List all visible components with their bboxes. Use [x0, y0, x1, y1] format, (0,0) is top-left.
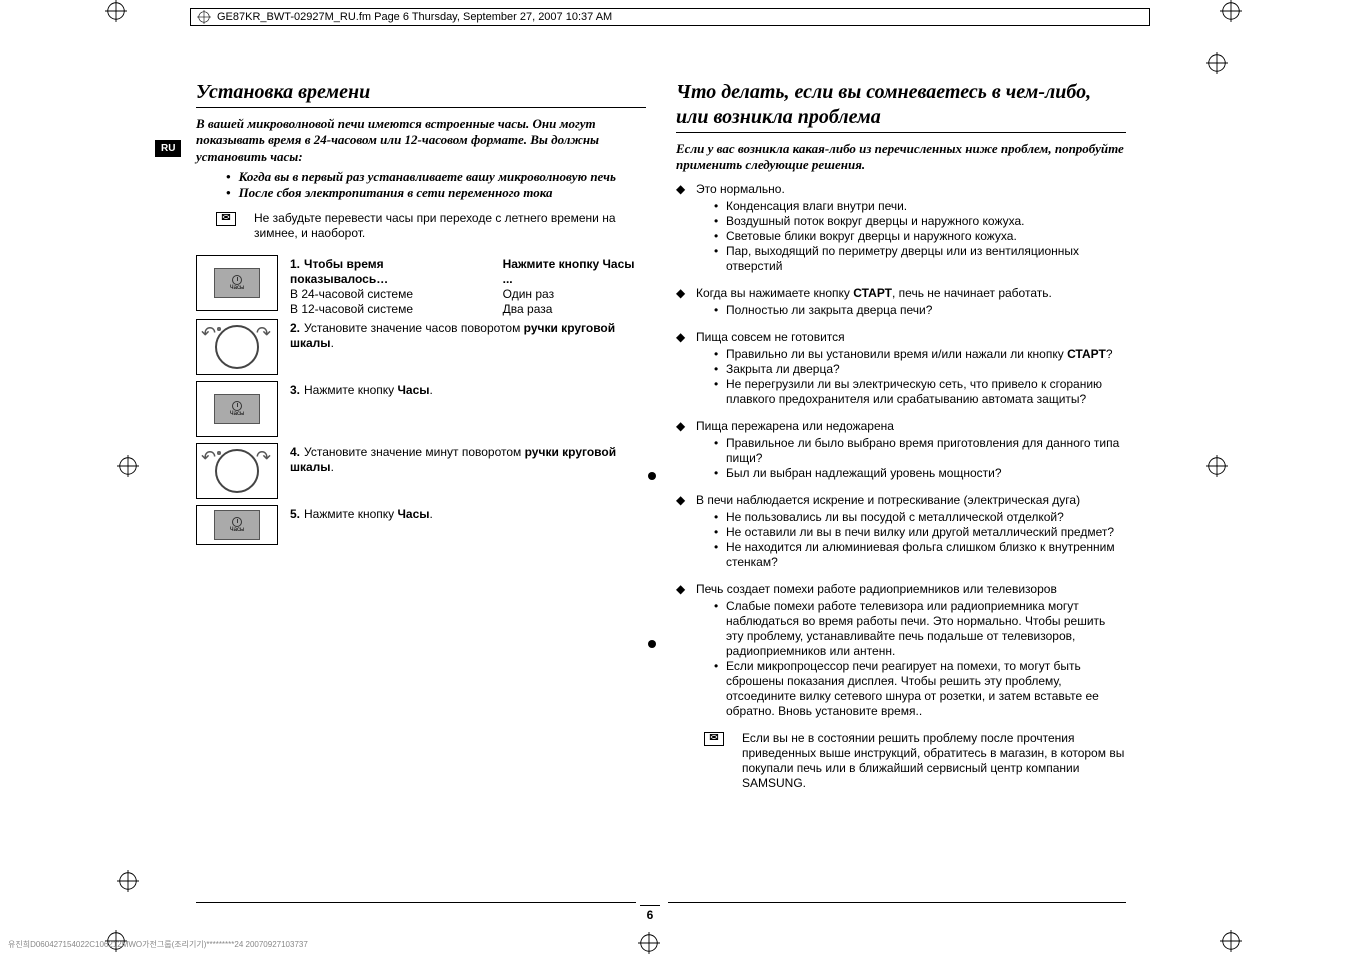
reg-mark-bottom	[638, 932, 660, 954]
sub-list: Правильное ли было выбрано время пригото…	[696, 436, 1126, 481]
trouble-section: В печи наблюдается искрение и потрескива…	[676, 493, 1126, 570]
step-5: Часы 5. Нажмите кнопку Часы.	[196, 505, 646, 549]
left-title: Установка времени	[196, 80, 646, 108]
step1-col1-head: Чтобы время показывалось…	[290, 257, 388, 286]
section-head: Когда вы нажимаете кнопку СТАРТ, печь не…	[696, 286, 1126, 301]
step-text: .	[430, 507, 433, 521]
step-3: Часы 3. Нажмите кнопку Часы.	[196, 381, 646, 441]
reg-mark-br	[1220, 930, 1242, 952]
right-column: Что делать, если вы сомневаетесь в чем-л…	[676, 80, 1126, 805]
left-intro: В вашей микроволновой печи имеются встро…	[196, 116, 646, 165]
sub-item: Не оставили ли вы в печи вилку или друго…	[714, 525, 1126, 540]
step1-row: Два раза	[503, 302, 646, 317]
section-head: Пища пережарена или недожарена	[696, 419, 1126, 434]
sub-list: Не пользовались ли вы посудой с металлич…	[696, 510, 1126, 570]
step-text: Установите значение минут поворотом	[304, 445, 525, 459]
step-bold: Часы	[397, 507, 429, 521]
step-text: Нажмите кнопку	[304, 507, 397, 521]
trouble-list: Это нормально. Конденсация влаги внутри п…	[676, 182, 1126, 719]
dial-icon: ↶↷	[196, 319, 278, 375]
intro-bullet-list: Когда вы в первый раз устанавливаете ваш…	[196, 169, 646, 202]
reg-mark-tl	[105, 0, 127, 22]
sub-item: Пар, выходящий по периметру дверцы или и…	[714, 244, 1126, 274]
left-column: Установка времени В вашей микроволновой …	[196, 80, 646, 805]
step-text: .	[430, 383, 433, 397]
trouble-section: Это нормально. Конденсация влаги внутри п…	[676, 182, 1126, 274]
envelope-icon: ✉	[216, 212, 236, 226]
language-tab: RU	[155, 140, 181, 157]
step-bold: Часы	[397, 383, 429, 397]
intro-bullet: После сбоя электропитания в сети перемен…	[226, 185, 646, 201]
sub-item: Правильно ли вы установили время и/или н…	[714, 347, 1126, 362]
sub-list: Правильно ли вы установили время и/или н…	[696, 347, 1126, 407]
header-text: GE87KR_BWT-02927M_RU.fm Page 6 Thursday,…	[217, 11, 612, 23]
sub-item: Слабые помехи работе телевизора или ради…	[714, 599, 1126, 659]
step-number: 2.	[290, 321, 300, 335]
sub-item: Не находится ли алюминиевая фольга слишк…	[714, 540, 1126, 570]
header-path: GE87KR_BWT-02927M_RU.fm Page 6 Thursday,…	[190, 8, 1150, 26]
note-text: Не забудьте перевести часы при переходе …	[254, 211, 646, 241]
sub-list: Полностью ли закрыта дверца печи?	[696, 303, 1126, 318]
step-4: ↶↷ 4. Установите значение минут поворотом…	[196, 443, 646, 503]
section-head: Печь создает помехи работе радиоприемник…	[696, 582, 1126, 597]
reg-mark-lb	[117, 870, 139, 892]
dial-icon: ↶↷	[196, 443, 278, 499]
rule	[196, 902, 636, 903]
trouble-section: Пища совсем не готовится Правильно ли вы …	[676, 330, 1126, 407]
sub-item: Не пользовались ли вы посудой с металлич…	[714, 510, 1126, 525]
step-text: Нажмите кнопку	[304, 383, 397, 397]
step-number: 4.	[290, 445, 300, 459]
step-number: 1.	[290, 257, 300, 271]
clock-button-icon: Часы	[196, 381, 278, 437]
trouble-section: Когда вы нажимаете кнопку СТАРТ, печь не…	[676, 286, 1126, 318]
clock-button-icon: Часы	[196, 255, 278, 311]
reg-mark-r	[1206, 455, 1228, 477]
step-1: Часы 1.Чтобы время показывалось… В 24-ча…	[196, 255, 646, 317]
step-number: 3.	[290, 383, 300, 397]
sub-item: Правильное ли было выбрано время пригото…	[714, 436, 1126, 466]
step1-col2-head: Нажмите кнопку Часы ...	[503, 257, 646, 287]
envelope-icon: ✉	[704, 732, 724, 746]
sub-item: Был ли выбран надлежащий уровень мощност…	[714, 466, 1126, 481]
step-number: 5.	[290, 507, 300, 521]
footer-meta: 유진희D060427154022C106212MWO가전그룹(조리기기)****…	[8, 939, 308, 950]
sub-item: Световые блики вокруг дверцы и наружного…	[714, 229, 1126, 244]
reg-mark-l	[117, 455, 139, 477]
section-head: В печи наблюдается искрение и потрескива…	[696, 493, 1126, 508]
sub-item: Полностью ли закрыта дверца печи?	[714, 303, 1126, 318]
note-block: ✉ Не забудьте перевести часы при переход…	[216, 211, 646, 241]
step1-row: Один раз	[503, 287, 646, 302]
sub-list: Конденсация влаги внутри печи.Воздушный …	[696, 199, 1126, 274]
page-number: 6	[640, 905, 660, 922]
sub-item: Воздушный поток вокруг дверцы и наружног…	[714, 214, 1126, 229]
intro-bullet: Когда вы в первый раз устанавливаете ваш…	[226, 169, 646, 185]
sub-item: Конденсация влаги внутри печи.	[714, 199, 1126, 214]
reg-mark-rt	[1206, 52, 1228, 74]
right-note-text: Если вы не в состоянии решить проблему п…	[742, 731, 1126, 791]
steps-list: Часы 1.Чтобы время показывалось… В 24-ча…	[196, 255, 646, 549]
step-text: .	[331, 460, 334, 474]
reg-mark-tr	[1220, 0, 1242, 22]
step-text: .	[331, 336, 334, 350]
clock-button-icon: Часы	[196, 505, 278, 545]
sub-list: Слабые помехи работе телевизора или ради…	[696, 599, 1126, 719]
trouble-section: Пища пережарена или недожарена Правильное…	[676, 419, 1126, 481]
step-2: ↶↷ 2. Установите значение часов поворотом…	[196, 319, 646, 379]
section-head: Это нормально.	[696, 182, 1126, 197]
step1-row: В 24-часовой системе	[290, 287, 483, 302]
sub-item: Не перегрузили ли вы электрическую сеть,…	[714, 377, 1126, 407]
right-title: Что делать, если вы сомневаетесь в чем-л…	[676, 80, 1126, 133]
trouble-section: Печь создает помехи работе радиоприемник…	[676, 582, 1126, 719]
step-text: Установите значение часов поворотом	[304, 321, 524, 335]
note-block: ✉ Если вы не в состоянии решить проблему…	[704, 731, 1126, 791]
rule	[668, 902, 1126, 903]
section-head: Пища совсем не готовится	[696, 330, 1126, 345]
sub-item: Закрыта ли дверца?	[714, 362, 1126, 377]
right-intro: Если у вас возникла какая-либо из перечи…	[676, 141, 1126, 174]
step1-row: В 12-часовой системе	[290, 302, 483, 317]
sub-item: Если микропроцессор печи реагирует на по…	[714, 659, 1126, 719]
